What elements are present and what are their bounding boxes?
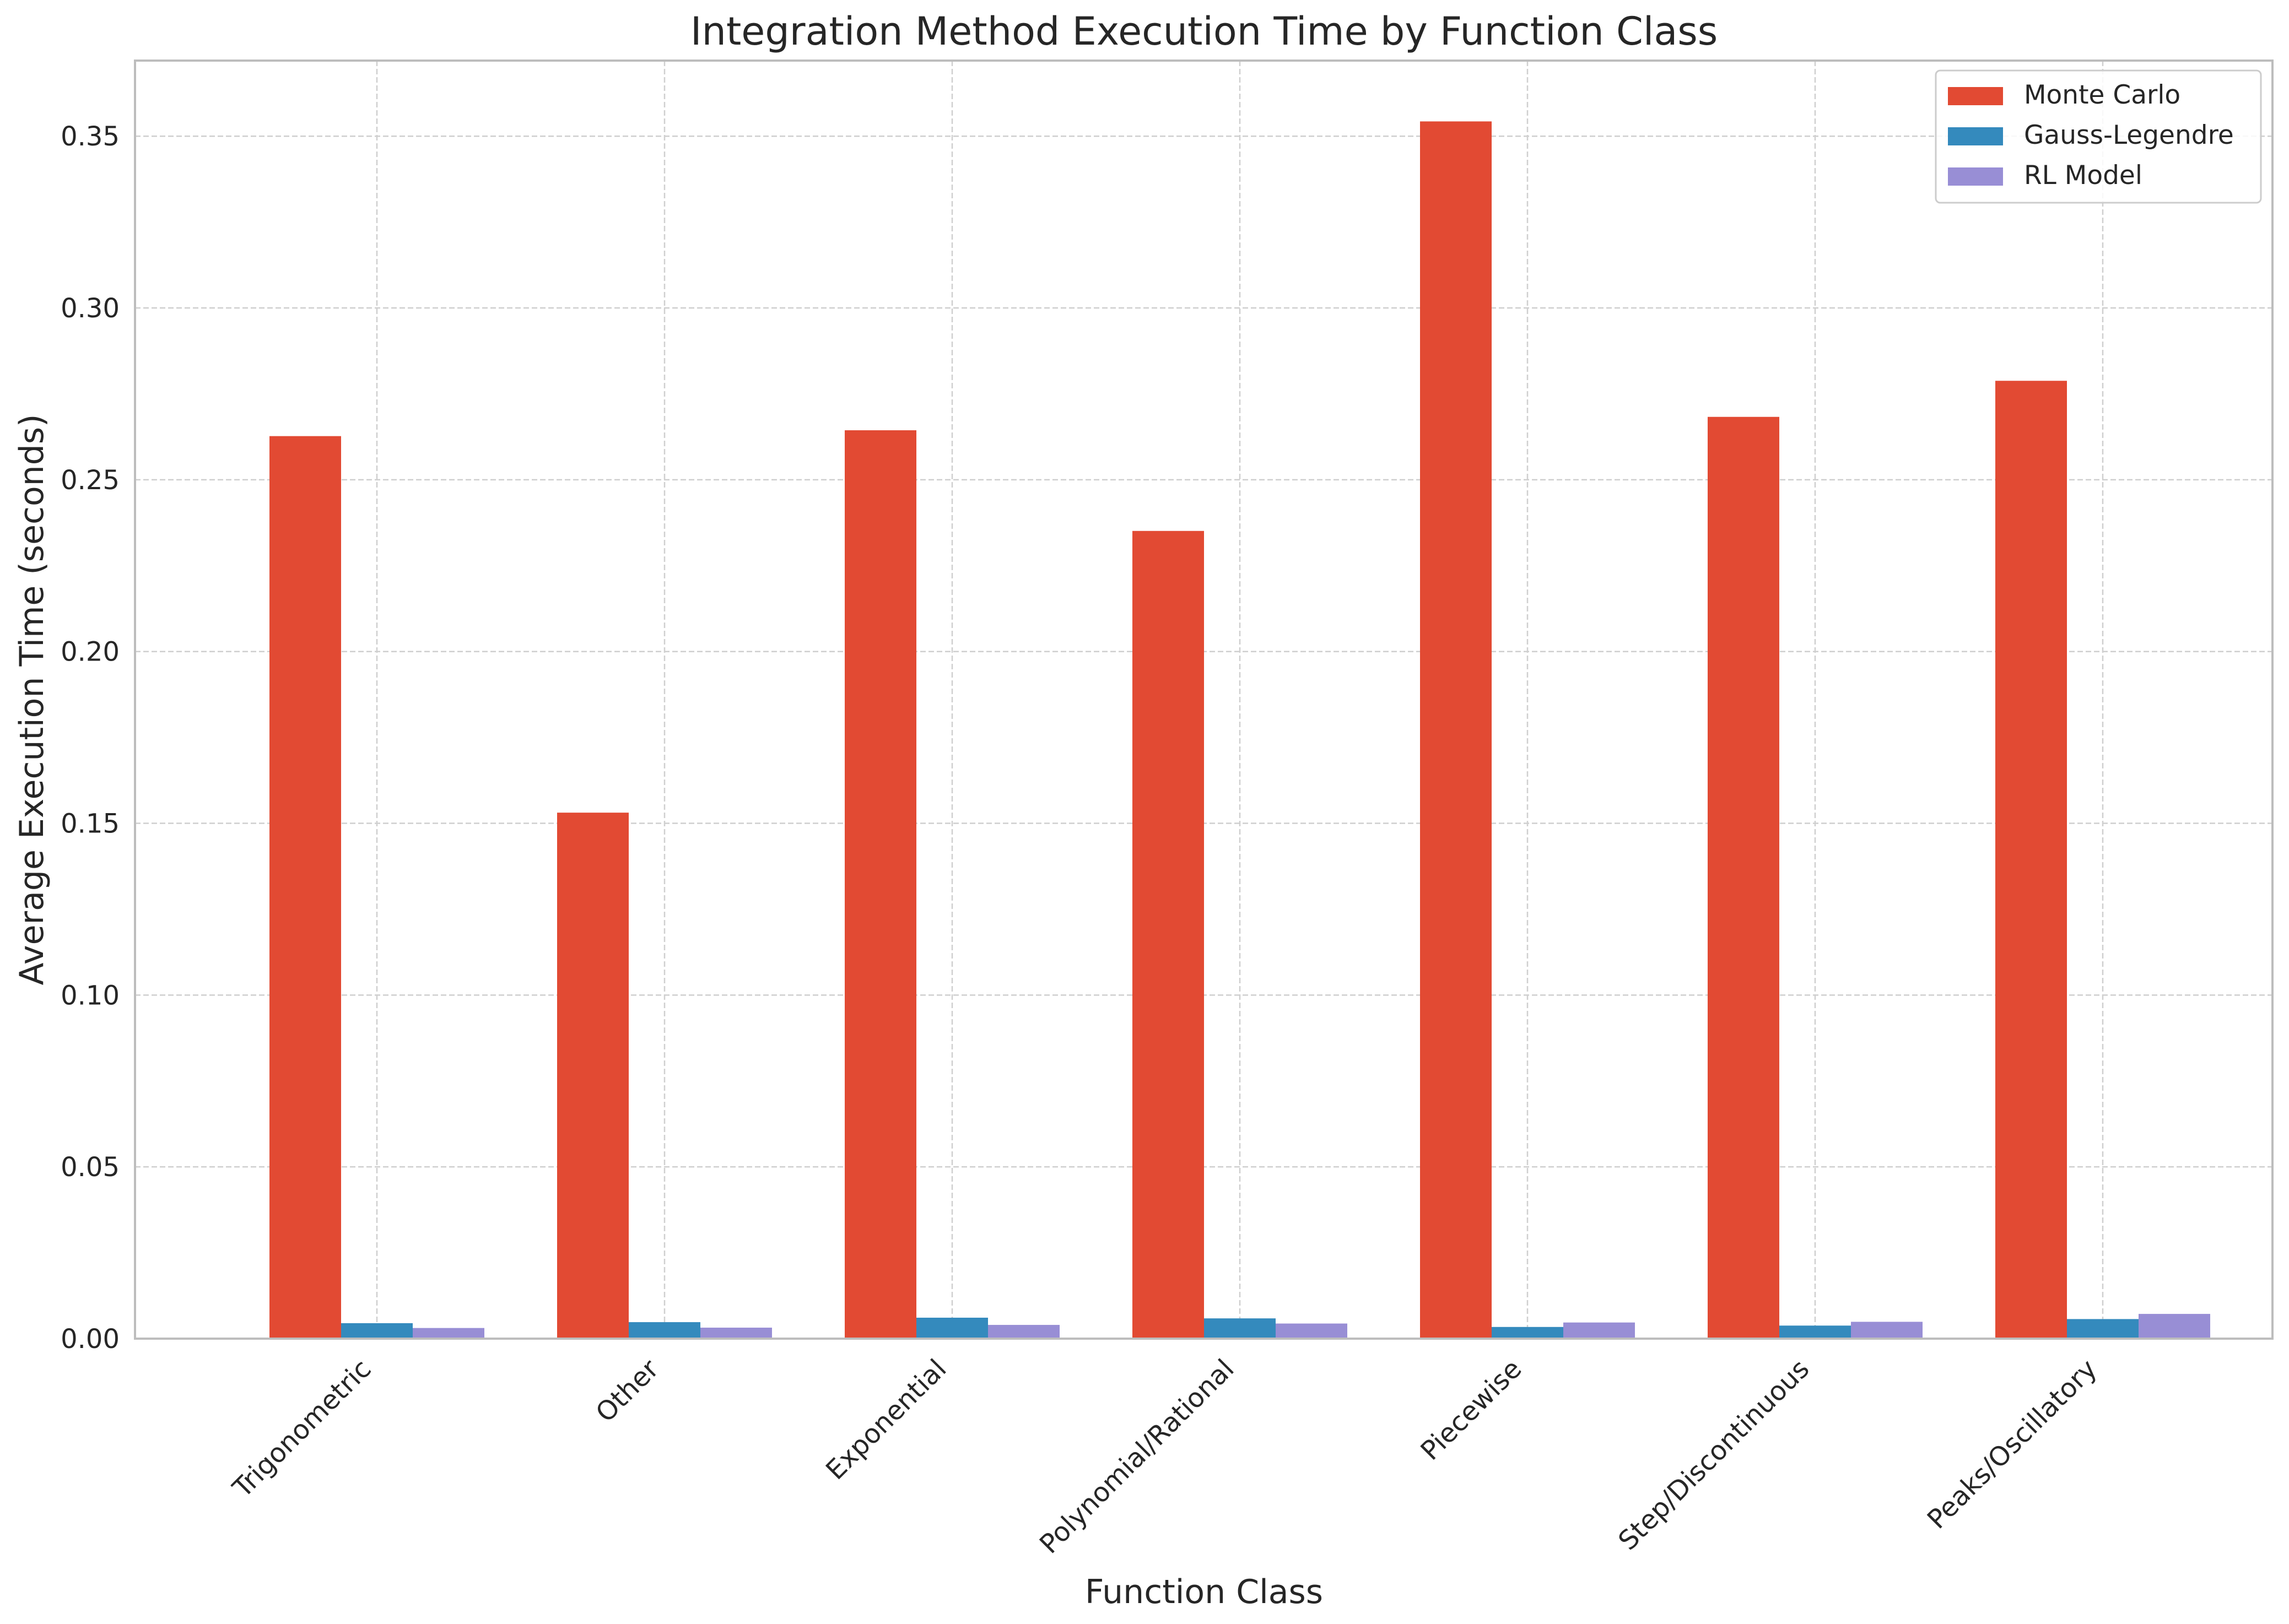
- bar-monte-carlo-polynomial-rational: [1132, 530, 1204, 1339]
- bar-rl-model-piecewise: [1563, 1322, 1635, 1339]
- y-tick-label: 0.20: [61, 637, 120, 668]
- y-tick-labels: 0.00 0.05 0.10 0.15 0.20 0.25 0.30 0.35: [61, 121, 120, 1355]
- bar-monte-carlo-other: [557, 813, 629, 1339]
- plot-frame: [134, 59, 2274, 1340]
- bars: [269, 121, 2210, 1339]
- y-axis-label: Average Execution Time (seconds): [13, 414, 51, 986]
- bar-monte-carlo-trigonometric: [269, 436, 341, 1339]
- x-tick-label-polynomial-rational: Polynomial/Rational: [1034, 1354, 1240, 1560]
- bar-monte-carlo-peaks-oscillatory: [1995, 381, 2067, 1339]
- x-tick-label-step-discontinuous: Step/Discontinuous: [1612, 1354, 1815, 1556]
- bar-monte-carlo-exponential: [845, 430, 916, 1339]
- bar-gauss-legendre-other: [629, 1322, 700, 1339]
- x-tick-label-piecewise: Piecewise: [1415, 1354, 1528, 1466]
- legend-label-rl-model: RL Model: [2024, 160, 2142, 191]
- legend-label-monte-carlo: Monte Carlo: [2024, 80, 2180, 110]
- y-tick-label: 0.00: [61, 1324, 120, 1355]
- legend-swatch-gauss-legendre: [1948, 127, 2003, 145]
- bar-rl-model-step-discontinuous: [1851, 1322, 1923, 1339]
- bar-gauss-legendre-trigonometric: [341, 1323, 413, 1339]
- bar-gauss-legendre-peaks-oscillatory: [2067, 1319, 2139, 1339]
- y-tick-label: 0.15: [61, 809, 120, 840]
- legend-box: [1935, 69, 2262, 204]
- x-tick-labels: Trigonometric Other Exponential Polynomial/…: [226, 1354, 2103, 1560]
- chart-title: Integration Method Execution Time by Fun…: [690, 9, 1718, 54]
- x-tick-label-peaks-oscillatory: Peaks/Oscillatory: [1921, 1354, 2103, 1535]
- bar-gauss-legendre-exponential: [916, 1317, 988, 1339]
- legend-label-gauss-legendre: Gauss-Legendre: [2024, 120, 2234, 150]
- y-tick-label: 0.35: [61, 121, 120, 152]
- x-tick-label-trigonometric: Trigonometric: [226, 1354, 377, 1504]
- y-tick-label: 0.30: [61, 293, 120, 324]
- legend: Monte Carlo Gauss-Legendre RL Model: [1935, 69, 2262, 204]
- x-axis-label: Function Class: [1085, 1573, 1323, 1611]
- legend-swatch-monte-carlo: [1948, 87, 2003, 105]
- bar-rl-model-peaks-oscillatory: [2139, 1314, 2210, 1339]
- legend-swatch-rl-model: [1948, 167, 2003, 186]
- y-tick-label: 0.25: [61, 465, 120, 496]
- y-tick-label: 0.05: [61, 1152, 120, 1183]
- bar-monte-carlo-piecewise: [1420, 121, 1492, 1339]
- x-tick-label-other: Other: [590, 1354, 665, 1428]
- bar-rl-model-other: [700, 1328, 772, 1339]
- bar-rl-model-exponential: [988, 1325, 1060, 1339]
- bar-rl-model-polynomial-rational: [1276, 1323, 1347, 1339]
- bar-gauss-legendre-polynomial-rational: [1204, 1318, 1276, 1339]
- bar-gauss-legendre-step-discontinuous: [1779, 1325, 1851, 1339]
- bar-monte-carlo-step-discontinuous: [1708, 416, 1779, 1339]
- y-tick-label: 0.10: [61, 980, 120, 1011]
- bar-rl-model-trigonometric: [413, 1328, 484, 1339]
- x-tick-label-exponential: Exponential: [820, 1354, 952, 1486]
- bar-gauss-legendre-piecewise: [1492, 1327, 1563, 1339]
